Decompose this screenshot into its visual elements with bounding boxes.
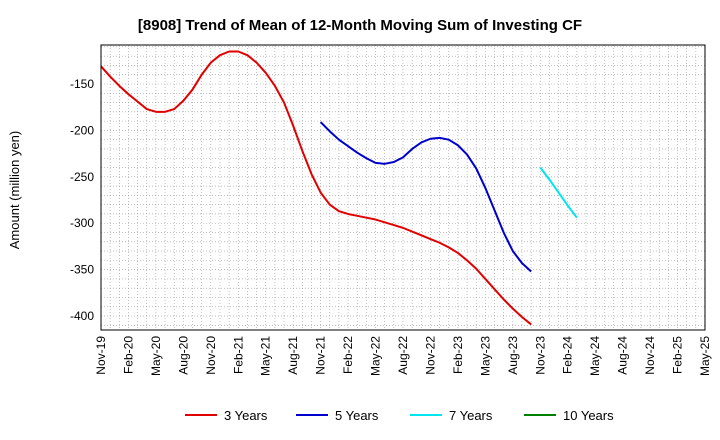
x-tick-label: Feb-23 <box>451 336 465 374</box>
x-tick-label: Aug-24 <box>616 336 630 375</box>
x-tick-label: Feb-21 <box>231 336 245 374</box>
x-tick-label: Aug-21 <box>286 336 300 375</box>
x-tick-label: May-21 <box>259 336 273 376</box>
x-axis-ticks: Nov-19 Feb-20 May-20 Aug-20 Nov-20 Feb-21 May-… <box>94 336 712 376</box>
series-lines <box>100 50 578 326</box>
y-tick-label: -350 <box>70 263 94 277</box>
x-tick-label: Nov-24 <box>643 336 657 375</box>
grid <box>100 45 706 330</box>
x-tick-label: Nov-22 <box>423 336 437 375</box>
legend-label: 5 Years <box>335 408 379 423</box>
y-tick-label: -150 <box>70 77 94 91</box>
x-tick-label: Aug-23 <box>506 336 520 375</box>
legend-label: 3 Years <box>224 408 268 423</box>
legend: 3 Years 5 Years 7 Years 10 Years <box>185 408 614 423</box>
y-tick-label: -400 <box>70 309 94 323</box>
x-tick-label: May-24 <box>588 336 602 376</box>
x-tick-label: May-25 <box>698 336 712 376</box>
legend-label: 7 Years <box>449 408 493 423</box>
y-tick-label: -300 <box>70 216 94 230</box>
x-tick-label: May-23 <box>478 336 492 376</box>
y-tick-label: -250 <box>70 170 94 184</box>
series-line-7-years <box>539 166 578 219</box>
x-tick-label: Nov-20 <box>204 336 218 375</box>
x-tick-label: Feb-24 <box>561 336 575 374</box>
x-tick-label: May-20 <box>149 336 163 376</box>
x-tick-label: Feb-20 <box>121 336 135 374</box>
series-line-3-years <box>100 50 532 326</box>
plot-area <box>100 44 706 331</box>
x-tick-label: May-22 <box>369 336 383 376</box>
x-tick-label: Nov-21 <box>314 336 328 375</box>
y-axis-label: Amount (million yen) <box>7 131 22 250</box>
x-tick-label: Aug-20 <box>176 336 190 375</box>
x-tick-label: Feb-22 <box>341 336 355 374</box>
x-tick-label: Nov-19 <box>94 336 108 375</box>
x-tick-label: Feb-25 <box>671 336 685 374</box>
x-tick-label: Aug-22 <box>396 336 410 375</box>
y-tick-label: -200 <box>70 123 94 137</box>
chart-title: [8908] Trend of Mean of 12-Month Moving … <box>138 17 582 34</box>
series-line-5-years <box>319 121 532 273</box>
x-tick-label: Nov-23 <box>533 336 547 375</box>
y-axis-ticks: -150 -200 -250 -300 -350 -400 <box>70 77 94 323</box>
legend-label: 10 Years <box>563 408 614 423</box>
